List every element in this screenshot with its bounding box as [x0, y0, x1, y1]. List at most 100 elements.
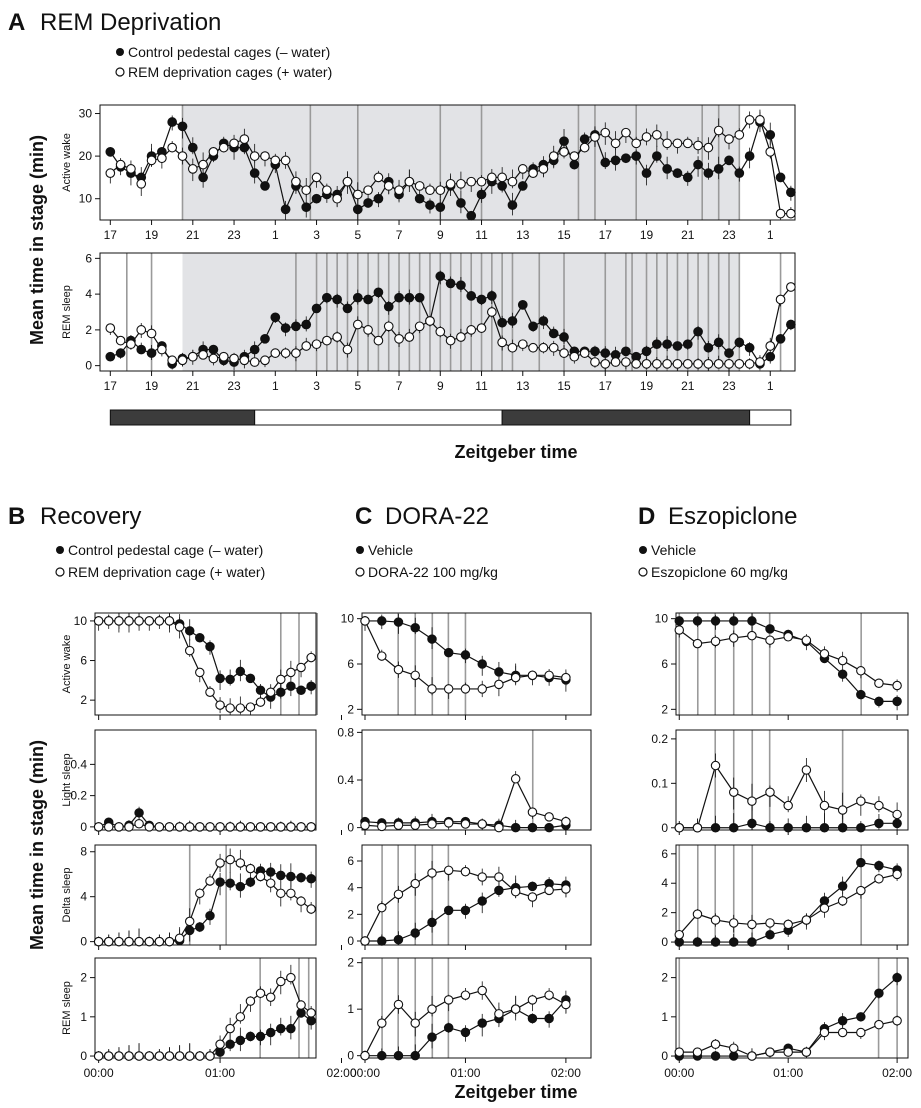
y-tick-label: 2 [85, 323, 92, 337]
data-point [527, 670, 538, 681]
data-point [195, 922, 205, 932]
y-axis-label: Active wake [61, 635, 73, 694]
data-point [164, 1051, 175, 1061]
data-point [105, 147, 116, 157]
data-point [239, 355, 250, 366]
data-point [377, 1050, 387, 1061]
data-point [856, 857, 866, 868]
data-point [427, 634, 437, 644]
data-point [651, 358, 662, 369]
data-point [280, 323, 291, 333]
x-tick-label: 11 [475, 228, 488, 242]
data-point [443, 1023, 454, 1033]
data-point [394, 333, 404, 344]
light-dark-bar [109, 409, 792, 426]
data-point [747, 630, 757, 641]
data-point [728, 787, 739, 797]
series-line [98, 870, 312, 943]
data-point [167, 355, 178, 366]
data-point [610, 357, 621, 367]
y-tick-label: 20 [79, 149, 93, 163]
data-point [146, 155, 157, 166]
data-point [126, 339, 136, 350]
data-point [383, 181, 394, 191]
data-point [590, 357, 600, 367]
data-point [837, 1027, 848, 1038]
data-point [184, 916, 195, 927]
data-point [786, 319, 796, 330]
data-point [610, 155, 621, 166]
data-point [527, 822, 538, 833]
x-tick-label: 13 [516, 379, 530, 393]
data-point [765, 129, 776, 140]
data-point [693, 358, 703, 369]
x-tick-label: 00:00 [84, 1066, 114, 1080]
y-axis-label: Light sleep [61, 753, 73, 806]
data-point [837, 655, 848, 666]
data-point [215, 822, 225, 832]
data-point [856, 1012, 866, 1022]
data-point [728, 918, 739, 928]
data-point [476, 323, 487, 333]
data-point [728, 1043, 739, 1053]
data-point [510, 774, 521, 784]
data-point [775, 333, 786, 344]
y-tick-label: 1 [347, 1002, 354, 1016]
x-tick-label: 02:00 [326, 1066, 356, 1080]
data-point [249, 344, 260, 355]
data-point [837, 805, 848, 815]
data-point [134, 936, 144, 947]
data-point [265, 992, 276, 1002]
data-point [456, 332, 466, 342]
y-axis-label: Delta sleep [61, 867, 73, 922]
data-point [103, 822, 114, 832]
data-point [410, 622, 420, 633]
data-point [296, 872, 306, 883]
data-point [286, 972, 296, 983]
data-point [641, 346, 652, 357]
data-point [360, 820, 370, 830]
data-point [177, 355, 188, 366]
data-point [713, 164, 724, 174]
data-point [249, 168, 260, 178]
data-point [517, 339, 528, 350]
data-point [377, 936, 387, 946]
y-tick-label: 6 [661, 847, 668, 861]
data-point [360, 1050, 370, 1061]
data-point [692, 909, 703, 919]
x-tick-label: 23 [722, 379, 736, 393]
data-point [360, 936, 370, 946]
y-tick-label: 2 [347, 956, 354, 970]
x-tick-label: 02:00 [882, 1066, 912, 1080]
y-tick-label: 2 [661, 906, 668, 920]
data-point [249, 151, 260, 161]
data-point [662, 164, 672, 174]
x-tick-label: 17 [104, 379, 118, 393]
data-point [744, 151, 755, 161]
data-point [801, 635, 812, 645]
x-tick-label: 13 [516, 228, 530, 242]
legend-c-drug: DORA-22 100 mg/kg [368, 564, 498, 580]
data-point [184, 1051, 195, 1061]
y-tick-label: 4 [661, 876, 668, 890]
data-point [205, 641, 215, 652]
data-point [710, 915, 721, 925]
data-point [443, 818, 454, 828]
data-point [280, 348, 291, 358]
data-point [856, 823, 866, 833]
data-point [301, 341, 312, 351]
data-point [427, 917, 437, 928]
x-tick-label: 11 [475, 379, 488, 393]
data-point [544, 885, 554, 896]
data-point [477, 1018, 487, 1028]
data-point [856, 666, 866, 676]
data-point [205, 687, 215, 697]
data-point [174, 622, 185, 632]
data-point [296, 1000, 306, 1010]
data-point [734, 358, 745, 369]
data-point [724, 348, 734, 358]
legend-c-vehicle: Vehicle [368, 542, 413, 558]
data-point [856, 796, 866, 806]
legend-d-filled-marker [639, 546, 647, 554]
data-point [692, 823, 703, 833]
